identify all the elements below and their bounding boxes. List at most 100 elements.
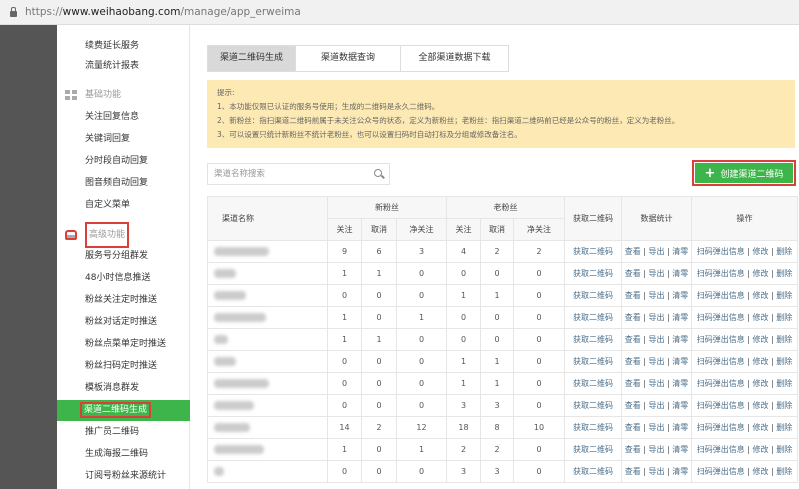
delete-link[interactable]: 删除 [776,335,793,344]
sidebar-item[interactable]: 生成海报二维码 [57,444,190,465]
view-link[interactable]: 查看 [624,423,641,432]
clear-link[interactable]: 清零 [672,269,689,278]
popup-info-link[interactable]: 扫码弹出信息 [696,423,745,432]
edit-link[interactable]: 修改 [752,247,769,256]
clear-link[interactable]: 清零 [672,445,689,454]
sidebar-item[interactable]: 粉丝关注定时推送 [57,290,190,311]
export-link[interactable]: 导出 [648,445,665,454]
tab-data-query[interactable]: 渠道数据查询 [296,46,401,71]
sidebar-item[interactable]: 流量统计报表 [85,61,140,71]
view-link[interactable]: 查看 [624,313,641,322]
sidebar-item[interactable]: 模板消息群发 [57,378,190,399]
tab-data-download[interactable]: 全部渠道数据下载 [401,46,508,71]
export-link[interactable]: 导出 [648,291,665,300]
popup-info-link[interactable]: 扫码弹出信息 [696,379,745,388]
sidebar-item[interactable]: 粉丝扫码定时推送 [57,356,190,377]
get-qr-link[interactable]: 获取二维码 [573,357,613,366]
view-link[interactable]: 查看 [624,467,641,476]
sidebar-item[interactable]: 分时段自动回复 [85,156,149,166]
sidebar-item[interactable]: 续费延长服务 [85,41,140,51]
delete-link[interactable]: 删除 [776,313,793,322]
delete-link[interactable]: 删除 [776,291,793,300]
view-link[interactable]: 查看 [624,445,641,454]
clear-link[interactable]: 清零 [672,357,689,366]
view-link[interactable]: 查看 [624,357,641,366]
get-qr-link[interactable]: 获取二维码 [573,313,613,322]
delete-link[interactable]: 删除 [776,269,793,278]
popup-info-link[interactable]: 扫码弹出信息 [696,401,745,410]
delete-link[interactable]: 删除 [776,401,793,410]
edit-link[interactable]: 修改 [752,467,769,476]
search-icon[interactable] [374,169,382,177]
search-input[interactable]: 渠道名称搜索 [207,163,390,185]
export-link[interactable]: 导出 [648,269,665,278]
edit-link[interactable]: 修改 [752,445,769,454]
edit-link[interactable]: 修改 [752,335,769,344]
sidebar-item[interactable]: 粉丝对话定时推送 [57,312,190,333]
delete-link[interactable]: 删除 [776,445,793,454]
view-link[interactable]: 查看 [624,335,641,344]
view-link[interactable]: 查看 [624,269,641,278]
edit-link[interactable]: 修改 [752,291,769,300]
view-link[interactable]: 查看 [624,379,641,388]
popup-info-link[interactable]: 扫码弹出信息 [696,291,745,300]
sidebar-item[interactable]: 服务号分组群发 [57,246,190,267]
clear-link[interactable]: 清零 [672,379,689,388]
export-link[interactable]: 导出 [648,467,665,476]
popup-info-link[interactable]: 扫码弹出信息 [696,357,745,366]
get-qr-link[interactable]: 获取二维码 [573,379,613,388]
delete-link[interactable]: 删除 [776,357,793,366]
edit-link[interactable]: 修改 [752,423,769,432]
sidebar-item-active[interactable]: 渠道二维码生成 [57,400,190,421]
clear-link[interactable]: 清零 [672,423,689,432]
get-qr-link[interactable]: 获取二维码 [573,423,613,432]
clear-link[interactable]: 清零 [672,467,689,476]
get-qr-link[interactable]: 获取二维码 [573,467,613,476]
tab-qr-generate[interactable]: 渠道二维码生成 [208,46,296,71]
create-qr-button[interactable]: + 创建渠道二维码 [692,160,796,186]
edit-link[interactable]: 修改 [752,357,769,366]
clear-link[interactable]: 清零 [672,401,689,410]
sidebar-item[interactable]: 订阅号粉丝来源统计 [57,466,190,487]
clear-link[interactable]: 清零 [672,247,689,256]
view-link[interactable]: 查看 [624,247,641,256]
export-link[interactable]: 导出 [648,379,665,388]
popup-info-link[interactable]: 扫码弹出信息 [696,445,745,454]
get-qr-link[interactable]: 获取二维码 [573,335,613,344]
popup-info-link[interactable]: 扫码弹出信息 [696,467,745,476]
delete-link[interactable]: 删除 [776,423,793,432]
sidebar-item[interactable]: 图音频自动回复 [85,178,149,188]
popup-info-link[interactable]: 扫码弹出信息 [696,335,745,344]
sidebar-item[interactable]: 粉丝点菜单定时推送 [57,334,190,355]
edit-link[interactable]: 修改 [752,269,769,278]
export-link[interactable]: 导出 [648,335,665,344]
export-link[interactable]: 导出 [648,313,665,322]
sidebar-item[interactable]: 自定义菜单 [85,200,131,210]
export-link[interactable]: 导出 [648,357,665,366]
edit-link[interactable]: 修改 [752,313,769,322]
export-link[interactable]: 导出 [648,247,665,256]
popup-info-link[interactable]: 扫码弹出信息 [696,247,745,256]
sidebar-item[interactable]: 关键词回复 [85,134,131,144]
get-qr-link[interactable]: 获取二维码 [573,445,613,454]
edit-link[interactable]: 修改 [752,401,769,410]
get-qr-link[interactable]: 获取二维码 [573,269,613,278]
get-qr-link[interactable]: 获取二维码 [573,401,613,410]
address-bar[interactable]: https://www.weihaobang.com/manage/app_er… [0,0,799,25]
popup-info-link[interactable]: 扫码弹出信息 [696,313,745,322]
clear-link[interactable]: 清零 [672,335,689,344]
export-link[interactable]: 导出 [648,423,665,432]
get-qr-link[interactable]: 获取二维码 [573,247,613,256]
sidebar-item[interactable]: 推广员二维码 [57,422,190,443]
delete-link[interactable]: 删除 [776,247,793,256]
sidebar-item[interactable]: 48小时信息推送 [57,268,190,289]
edit-link[interactable]: 修改 [752,379,769,388]
delete-link[interactable]: 删除 [776,379,793,388]
clear-link[interactable]: 清零 [672,291,689,300]
get-qr-link[interactable]: 获取二维码 [573,291,613,300]
delete-link[interactable]: 删除 [776,467,793,476]
view-link[interactable]: 查看 [624,401,641,410]
clear-link[interactable]: 清零 [672,313,689,322]
popup-info-link[interactable]: 扫码弹出信息 [696,269,745,278]
view-link[interactable]: 查看 [624,291,641,300]
